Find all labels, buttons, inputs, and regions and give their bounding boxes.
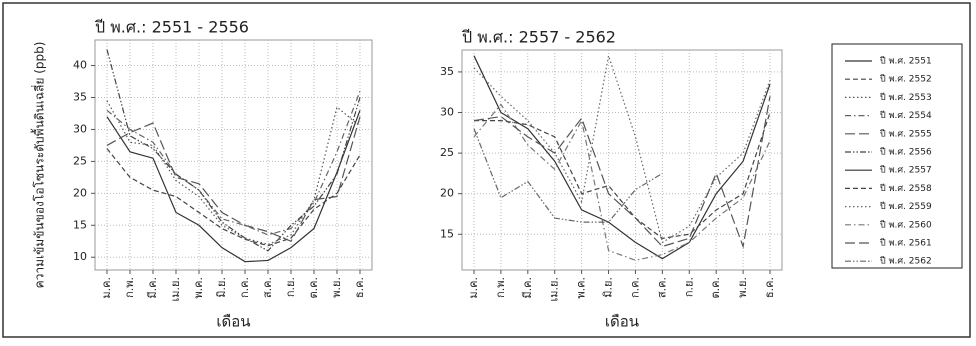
x-tick-label: ธ.ค. [763,277,776,298]
x-tick-label: มี.ค. [521,277,534,299]
legend-label: ปี พ.ศ. 2557 [880,165,932,176]
legend-label: ปี พ.ศ. 2560 [880,219,932,230]
x-tick-label: เม.ย. [169,277,182,301]
x-tick-label: ธ.ค. [353,277,366,298]
x-tick-label: ก.พ. [494,277,507,298]
series-line [106,90,361,236]
x-tick-label: มี.ค. [146,277,159,299]
x-tick-label: พ.ย. [736,277,749,298]
x-tick-label: พ.ค. [192,277,205,299]
y-tick-label: 15 [73,218,87,231]
legend-label: ปี พ.ศ. 2555 [880,128,932,139]
x-axis-label: เดือน [605,313,639,331]
legend-label: ปี พ.ศ. 2559 [880,201,932,212]
x-tick-label: ก.ย. [284,277,297,297]
legend-label: ปี พ.ศ. 2558 [880,183,932,194]
y-tick-label: 30 [73,122,87,135]
x-tick-label: ก.พ. [123,277,136,298]
x-tick-label: มิ.ย. [215,277,228,298]
y-tick-label: 30 [440,106,454,119]
y-axis-label: ความเข้มข้นของโอโซนระดับพื้นดินเฉลี่ย (p… [31,42,47,289]
y-tick-label: 25 [73,154,87,167]
x-tick-label: ม.ค. [467,277,480,299]
legend-label: ปี พ.ศ. 2553 [880,92,932,103]
series-line [473,103,771,261]
x-tick-label: ส.ค. [655,277,668,298]
x-tick-label: พ.ค. [575,277,588,299]
series-line [106,116,361,243]
series-line [473,55,771,260]
y-tick-label: 20 [73,186,87,199]
series-line [473,55,771,244]
frame [2,2,971,338]
legend-label: ปี พ.ศ. 2562 [880,256,932,267]
plot-area [461,49,783,271]
x-tick-label: เม.ย. [548,277,561,301]
y-tick-label: 15 [440,227,454,240]
x-tick-label: ก.ย. [682,277,695,297]
y-tick-label: 35 [440,65,454,78]
legend-label: ปี พ.ศ. 2554 [880,110,932,121]
x-tick-label: ต.ค. [307,277,320,299]
y-tick-label: 20 [440,187,454,200]
x-tick-label: ม.ค. [100,277,113,299]
series-line [474,112,771,239]
y-tick-label: 35 [73,91,87,104]
y-tick-label: 40 [73,59,87,72]
legend-label: ปี พ.ศ. 2552 [880,74,932,85]
legend-label: ปี พ.ศ. 2556 [880,147,932,158]
series-line [473,128,663,223]
y-tick-label: 25 [440,146,454,159]
x-tick-label: ส.ค. [261,277,274,298]
chart-title: ปี พ.ศ.: 2551 - 2556 [95,18,249,37]
legend-label: ปี พ.ศ. 2561 [880,238,932,249]
x-tick-label: มิ.ย. [602,277,615,298]
x-tick-label: พ.ย. [330,277,343,298]
x-tick-label: ก.ค. [628,277,641,298]
series-line [106,49,361,252]
series-line [106,148,361,247]
x-tick-label: ก.ค. [238,277,251,298]
x-axis-label: เดือน [216,313,250,331]
chart-title: ปี พ.ศ.: 2557 - 2562 [462,28,616,47]
x-tick-label: ต.ค. [709,277,722,299]
legend-label: ปี พ.ศ. 2551 [880,56,932,67]
series-line [106,110,361,263]
y-tick-label: 10 [73,250,87,263]
legend-box [831,43,963,269]
plot-area [94,39,373,271]
